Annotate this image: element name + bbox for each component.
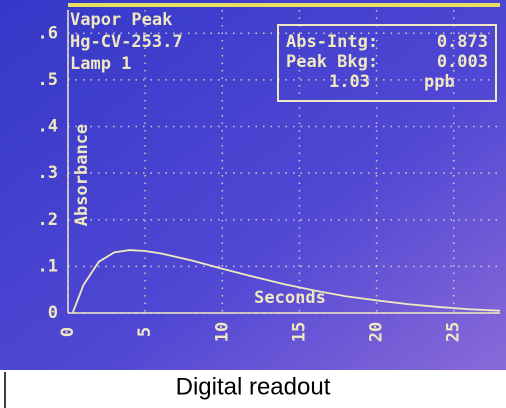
y-tick-label: .5 <box>38 70 58 90</box>
page: Digital readout 0 .1 .2 .3 .4 .5 .6 0 5 10 15 20 25 A… <box>0 0 506 408</box>
readout-label: 1.03 <box>329 72 370 92</box>
x-tick-label: 15 <box>289 322 309 342</box>
readout-label: Abs-Intg: <box>286 32 378 52</box>
readout-value: 0.873 <box>437 32 488 52</box>
y-tick-label: .6 <box>38 23 58 43</box>
x-tick-label: 10 <box>212 322 232 342</box>
y-tick-label: .2 <box>38 210 58 230</box>
x-tick-label: 20 <box>367 322 387 342</box>
y-tick-label: 0 <box>48 303 58 323</box>
y-tick-label: .3 <box>38 163 58 183</box>
y-axis-label: Absorbance <box>72 124 92 226</box>
readout-value: ppb <box>424 72 455 92</box>
annotation: Lamp 1 <box>70 54 131 74</box>
readout-label: Peak Bkg: <box>286 52 378 72</box>
y-tick-label: .1 <box>38 256 58 276</box>
x-tick-label: 0 <box>58 327 78 337</box>
y-tick-label: .4 <box>38 117 58 137</box>
readout-value: 0.003 <box>437 52 488 72</box>
caption: Digital readout <box>176 373 331 400</box>
annotation: Hg-CV-253.7 <box>70 32 183 52</box>
x-tick-label: 25 <box>444 322 464 342</box>
annotation: Vapor Peak <box>70 10 172 30</box>
x-tick-label: 5 <box>135 327 155 337</box>
